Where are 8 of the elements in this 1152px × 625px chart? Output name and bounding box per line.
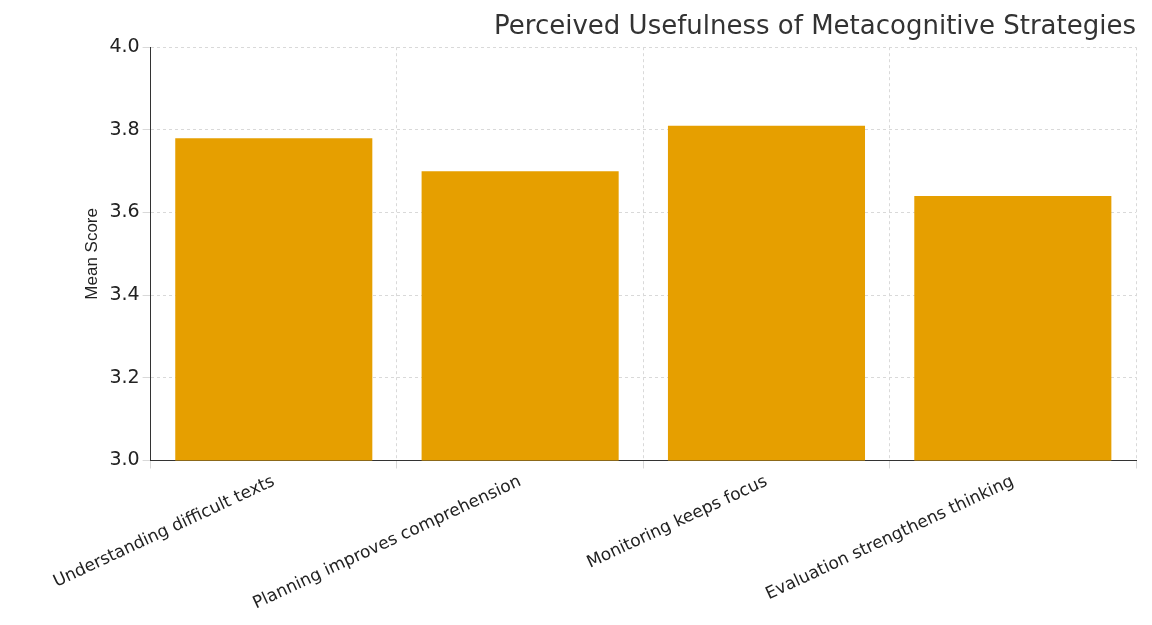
y-tick-label: 3.8 <box>109 116 140 139</box>
y-tick-label: 4.0 <box>109 34 140 57</box>
y-tick-label: 3.6 <box>109 199 140 222</box>
y-tick-label: 3.4 <box>109 282 140 305</box>
y-tick-label: 3.0 <box>109 447 140 470</box>
y-tick-label: 3.2 <box>109 364 140 387</box>
chart-title: Perceived Usefulness of Metacognitive Strategies <box>494 10 1136 41</box>
y-axis-title: Mean Score <box>81 208 101 300</box>
